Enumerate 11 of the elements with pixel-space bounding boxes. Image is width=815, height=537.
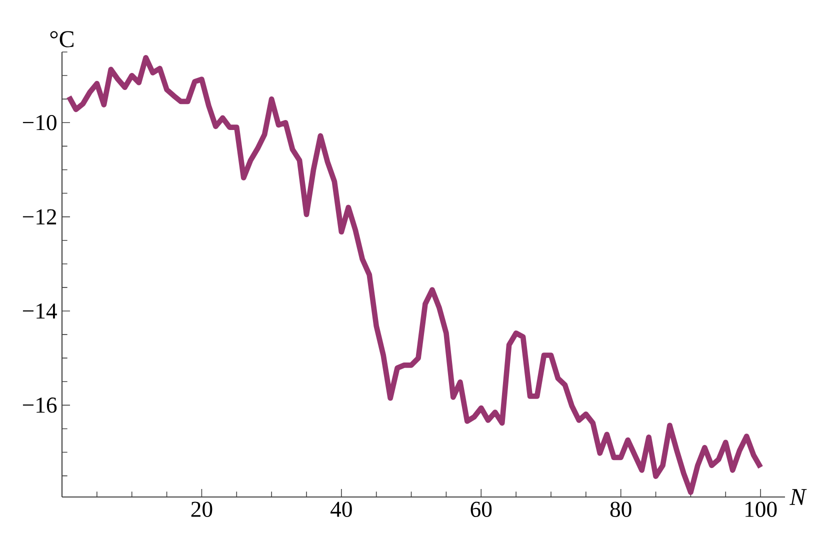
y-tick-label: −12 xyxy=(22,209,56,224)
y-tick-label: −14 xyxy=(22,304,57,318)
x-axis-title: N xyxy=(790,489,807,505)
x-tick-label: 60 xyxy=(470,502,492,518)
x-tick-label: 80 xyxy=(610,502,632,518)
y-axis-title: °C xyxy=(50,31,74,48)
x-tick-label: 100 xyxy=(746,502,777,518)
x-tick-label: 20 xyxy=(191,502,212,518)
y-tick-label: −16 xyxy=(22,398,57,413)
y-tick-label: −10 xyxy=(22,114,56,130)
x-tick-label: 40 xyxy=(330,502,352,518)
